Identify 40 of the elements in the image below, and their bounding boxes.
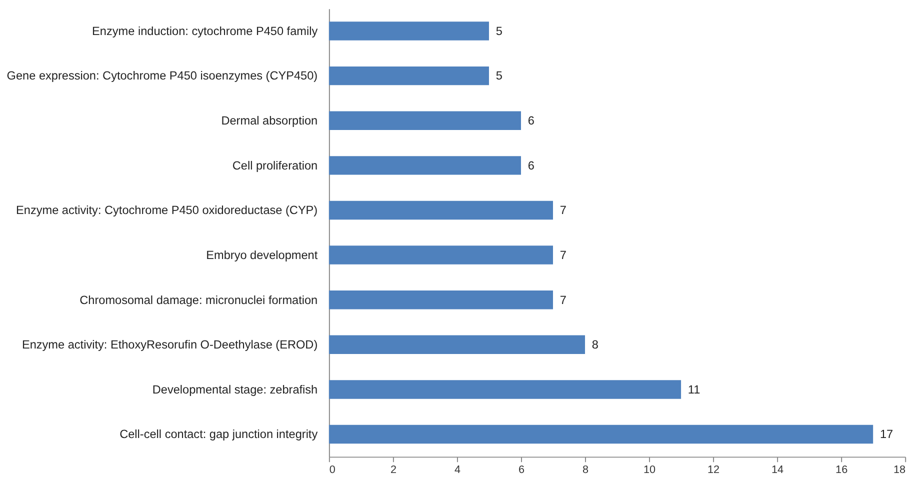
data-label: 8 xyxy=(592,338,599,352)
y-tick-label: Cell-cell contact: gap junction integrity xyxy=(120,427,318,442)
x-tick-label: 14 xyxy=(772,464,784,476)
data-label: 7 xyxy=(560,292,566,307)
data-label: 11 xyxy=(688,382,700,396)
bar xyxy=(328,200,553,220)
data-label: 7 xyxy=(560,203,566,218)
y-tick-label: Chromosomal damage: micronuclei formation xyxy=(80,292,318,307)
bar xyxy=(328,22,489,40)
y-tick-label: Developmental stage: zebrafish xyxy=(152,382,318,396)
data-label: 17 xyxy=(880,427,894,442)
y-tick-label: Enzyme activity: EthoxyResorufin O-Deethylase (EROD) xyxy=(22,338,318,352)
y-tick-label: Cell proliferation xyxy=(232,158,318,172)
bar xyxy=(328,335,586,354)
data-label: 7 xyxy=(560,248,566,262)
x-tick-label: 16 xyxy=(836,464,848,476)
x-tick-label: 10 xyxy=(643,464,656,476)
data-label: 5 xyxy=(496,68,503,83)
x-tick-label: 2 xyxy=(390,464,396,476)
y-tick-label: Enzyme activity: Cytochrome P450 oxidoreductase (CYP) xyxy=(16,203,318,218)
y-tick-label: Dermal absorption xyxy=(221,114,318,128)
data-label: 6 xyxy=(528,114,535,128)
bar xyxy=(328,290,553,310)
y-tick-label: Enzyme induction: cytochrome P450 family xyxy=(92,24,318,38)
y-tick-label: Embryo development xyxy=(206,248,318,262)
bar xyxy=(328,66,489,86)
x-tick-label: 12 xyxy=(708,464,720,476)
x-tick-label: 18 xyxy=(894,464,906,476)
data-label: 5 xyxy=(496,24,503,38)
bar xyxy=(328,156,521,175)
x-tick-label: 4 xyxy=(454,464,460,476)
bar xyxy=(328,424,874,444)
bar xyxy=(328,246,553,264)
data-label: 6 xyxy=(528,158,535,172)
bar xyxy=(328,111,521,130)
x-tick-label: 8 xyxy=(582,464,589,476)
bar xyxy=(328,380,682,399)
x-tick-label: 6 xyxy=(518,464,524,476)
y-tick-label: Gene expression: Cytochrome P450 isoenzymes (CYP450) xyxy=(6,68,318,83)
x-tick-label: 0 xyxy=(329,464,336,476)
